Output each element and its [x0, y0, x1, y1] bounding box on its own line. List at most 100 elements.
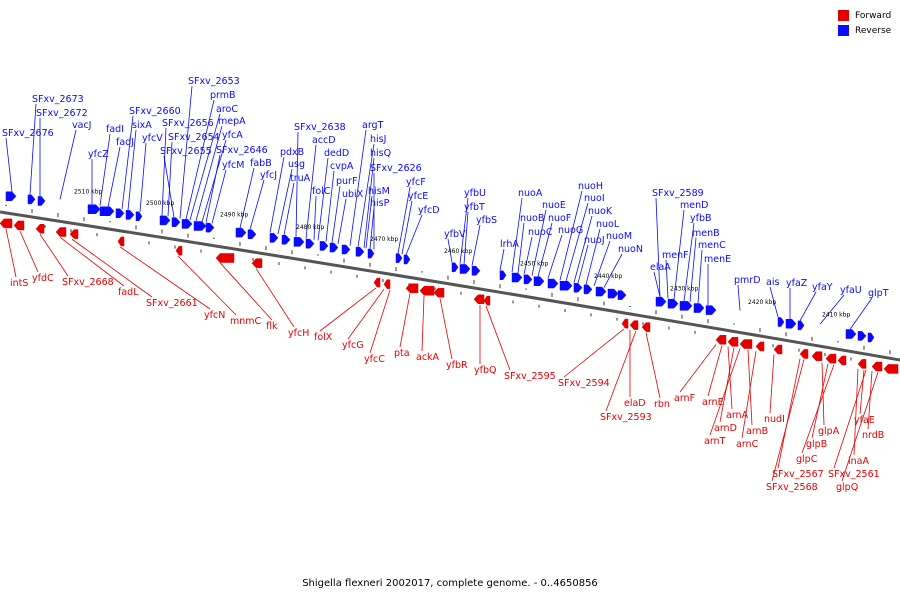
forward-gene-label: nudI [764, 414, 785, 425]
reverse-gene-label: hisJ [370, 134, 386, 145]
map-caption: Shigella flexneri 2002017, complete geno… [302, 578, 598, 589]
forward-leader-line [71, 238, 153, 298]
reverse-gene-arrow [595, 286, 607, 297]
reverse-gene-label: SFxv_2655 [160, 146, 212, 157]
forward-gene-label: flk [266, 321, 278, 332]
reverse-gene-label: mepA [218, 116, 246, 127]
scale-tick-label: 2460 kbp [444, 248, 472, 255]
forward-gene-label: yfbQ [474, 365, 496, 376]
scale-tick-label: 2480 kbp [296, 224, 324, 231]
reverse-gene-arrow [705, 305, 717, 315]
forward-leader-line [853, 368, 859, 456]
forward-gene-arrow [641, 322, 651, 332]
forward-gene-label: SFxv_2594 [558, 378, 610, 389]
reverse-leader-line [463, 211, 469, 265]
reverse-leader-line [239, 167, 255, 228]
reverse-gene-arrow [247, 229, 257, 240]
reverse-leader-line [653, 271, 661, 298]
forward-gene-label: yfcG [342, 340, 364, 351]
reverse-gene-label: prmB [210, 90, 236, 101]
reverse-leader-line [689, 237, 697, 303]
reverse-gene-label: yfcF [406, 177, 426, 188]
reverse-gene-arrow [37, 196, 46, 206]
forward-leader-line [833, 369, 867, 469]
reverse-gene-label: SFxv_2638 [294, 122, 346, 133]
reverse-gene-label: menD [680, 200, 708, 211]
forward-gene-arrow [799, 349, 809, 359]
reverse-gene-label: nuoC [528, 227, 553, 238]
scale-tick-label: 2500 kbp [146, 200, 174, 207]
reverse-leader-line [799, 291, 817, 321]
forward-leader-line [821, 362, 825, 426]
forward-gene-arrow [215, 253, 235, 263]
reverse-gene-arrow [451, 262, 459, 273]
reverse-leader-line [99, 133, 111, 206]
reverse-gene-label: SFxv_2660 [129, 106, 181, 117]
reverse-leader-line [269, 156, 285, 233]
reverse-leader-line [121, 115, 134, 210]
reverse-gene-label: yfbU [464, 188, 486, 199]
reverse-gene-arrow [293, 237, 305, 247]
forward-gene-arrow [13, 220, 25, 231]
forward-gene-label: fadL [118, 287, 139, 298]
forward-gene-label: rbn [654, 399, 670, 410]
forward-gene-label: ackA [416, 352, 440, 363]
reverse-gene-arrow [87, 204, 101, 214]
forward-gene-label: mnmC [230, 316, 262, 327]
scale-tick-label: 2430 kbp [670, 286, 698, 293]
forward-gene-arrow [755, 341, 765, 352]
forward-gene-arrow [373, 277, 381, 288]
reverse-swatch [838, 25, 849, 36]
scale-tick-label: 2450 kbp [520, 261, 548, 268]
reverse-gene-arrow [857, 331, 867, 341]
legend-reverse-label: Reverse [855, 25, 892, 36]
forward-gene-arrow [433, 287, 445, 298]
forward-gene-arrow [857, 359, 867, 369]
scale-tick-label: 2410 kbp [822, 312, 850, 319]
reverse-gene-arrow [607, 288, 619, 299]
reverse-gene-label: folC [312, 186, 331, 197]
reverse-gene-label: elaA [650, 262, 671, 273]
reverse-leader-line [59, 129, 77, 200]
reverse-leader-line [357, 143, 375, 248]
reverse-gene-arrow [171, 217, 181, 227]
reverse-leader-line [29, 103, 37, 195]
reverse-leader-line [665, 259, 669, 299]
reverse-gene-arrow [269, 233, 279, 243]
forward-leader-line [421, 295, 425, 352]
forward-gene-arrow [117, 236, 125, 247]
reverse-gene-label: usg [288, 159, 305, 170]
reverse-gene-label: pmrD [734, 275, 761, 286]
reverse-gene-label: yfbS [476, 215, 497, 226]
forward-gene-label: glpC [796, 454, 818, 465]
forward-gene-label: arnE [702, 397, 724, 408]
forward-leader-line [319, 287, 377, 332]
reverse-gene-arrow [533, 276, 545, 286]
forward-gene-label: yfcC [364, 354, 385, 365]
forward-gene-label: arnF [674, 393, 695, 404]
reverse-gene-label: nuoH [578, 181, 603, 192]
reverse-gene-label: SFxv_2676 [2, 128, 54, 139]
forward-gene-label: SFxv_2567 [772, 469, 824, 480]
reverse-gene-label: nuoA [518, 188, 543, 199]
reverse-leader-line [211, 169, 227, 224]
forward-gene-arrow [837, 355, 847, 366]
reverse-gene-label: SFxv_2656 [162, 118, 214, 129]
forward-leader-line [563, 328, 625, 378]
reverse-gene-label: truA [290, 173, 311, 184]
reverse-gene-label: vacJ [72, 120, 91, 131]
forward-gene-label: yfdC [32, 273, 54, 284]
reverse-gene-arrow [679, 301, 693, 311]
reverse-gene-label: dedD [324, 148, 349, 159]
legend-reverse: Reverse [838, 23, 891, 38]
forward-gene-label: yfcN [204, 310, 225, 321]
reverse-gene-label: argT [362, 120, 384, 131]
reverse-gene-arrow [523, 274, 533, 285]
reverse-gene-arrow [329, 242, 339, 253]
reverse-leader-line [849, 297, 873, 330]
reverse-gene-arrow [617, 290, 627, 300]
reverse-gene-arrow [655, 296, 667, 307]
reverse-leader-line [161, 127, 167, 216]
reverse-leader-line [819, 294, 845, 325]
forward-gene-arrow [871, 361, 883, 372]
